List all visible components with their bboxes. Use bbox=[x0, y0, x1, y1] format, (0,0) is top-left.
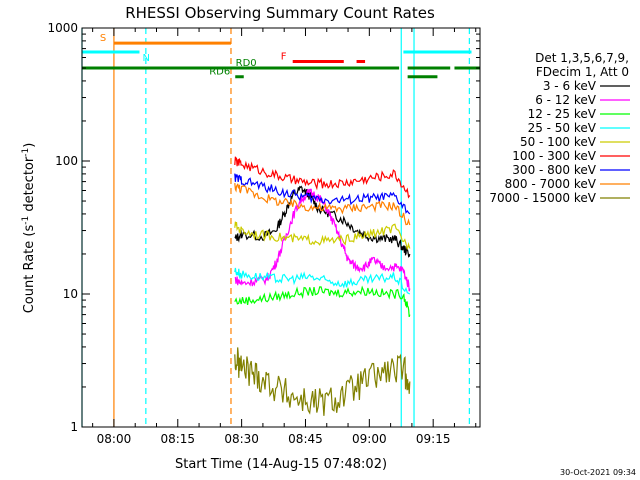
series-line-3 bbox=[234, 267, 411, 295]
x-tick-label-4: 09:00 bbox=[352, 432, 387, 446]
legend-label-3: 25 - 50 keV bbox=[528, 121, 597, 135]
x-tick-label-2: 08:30 bbox=[224, 432, 259, 446]
series-line-5 bbox=[234, 156, 411, 199]
x-tick-label-1: 08:15 bbox=[160, 432, 195, 446]
y-axis-label: Count Rate (s-1 detector-1) bbox=[21, 143, 37, 314]
flag-label-1: N bbox=[142, 53, 149, 64]
chart-title: RHESSI Observing Summary Count Rates bbox=[125, 4, 435, 22]
legend: Det 1,3,5,6,7,9,FDecim 1, Att 03 - 6 keV… bbox=[489, 51, 630, 205]
series-line-7 bbox=[234, 183, 411, 226]
y-axis-label-main: Count Rate (s bbox=[22, 225, 37, 314]
x-tick-label-5: 09:15 bbox=[416, 432, 451, 446]
x-axis-ticks: 08:00 08:15 08:30 08:45 09:00 09:15 bbox=[92, 28, 477, 446]
y-tick-label-3: 1000 bbox=[47, 21, 78, 35]
legend-header-0: Det 1,3,5,6,7,9, bbox=[535, 51, 629, 65]
flag-bars: S N F RD0 RD6 bbox=[82, 33, 480, 79]
y-tick-label-2: 100 bbox=[55, 154, 78, 168]
legend-label-2: 12 - 25 keV bbox=[528, 107, 597, 121]
y-tick-label-1: 10 bbox=[63, 287, 78, 301]
footer-date: 30-Oct-2021 09:34 bbox=[560, 468, 636, 477]
series-line-8 bbox=[234, 347, 411, 416]
x-tick-label-3: 08:45 bbox=[288, 432, 323, 446]
x-tick-label-0: 08:00 bbox=[97, 432, 132, 446]
legend-label-6: 300 - 800 keV bbox=[512, 163, 596, 177]
plot-frame bbox=[81, 27, 481, 428]
legend-label-0: 3 - 6 keV bbox=[543, 79, 597, 93]
series-line-6 bbox=[234, 173, 411, 215]
legend-label-7: 800 - 7000 keV bbox=[505, 177, 597, 191]
y-axis-label-sup1: -1 bbox=[21, 216, 31, 225]
series-line-2 bbox=[234, 285, 411, 318]
legend-label-8: 7000 - 15000 keV bbox=[489, 191, 596, 205]
flag-label-4: RD6 bbox=[209, 67, 230, 78]
series-line-4 bbox=[234, 221, 411, 250]
legend-label-5: 100 - 300 keV bbox=[512, 149, 596, 163]
series-lines bbox=[234, 156, 411, 416]
x-axis-label: Start Time (14-Aug-15 07:48:02) bbox=[175, 457, 387, 472]
flag-label-3: RD0 bbox=[236, 58, 257, 69]
y-tick-label-0: 1 bbox=[70, 420, 78, 434]
legend-label-1: 6 - 12 keV bbox=[535, 93, 597, 107]
flag-label-2: F bbox=[281, 51, 287, 62]
flag-label-0: S bbox=[100, 33, 106, 44]
legend-label-4: 50 - 100 keV bbox=[520, 135, 597, 149]
y-axis-label-mid: detector bbox=[22, 156, 37, 216]
plot-area bbox=[82, 28, 480, 427]
legend-header-1: FDecim 1, Att 0 bbox=[536, 65, 629, 79]
y-axis-label-end: ) bbox=[22, 143, 37, 148]
y-axis-ticks: 1 10 100 1000 bbox=[47, 21, 480, 434]
y-axis-label-sup2: -1 bbox=[21, 148, 31, 157]
